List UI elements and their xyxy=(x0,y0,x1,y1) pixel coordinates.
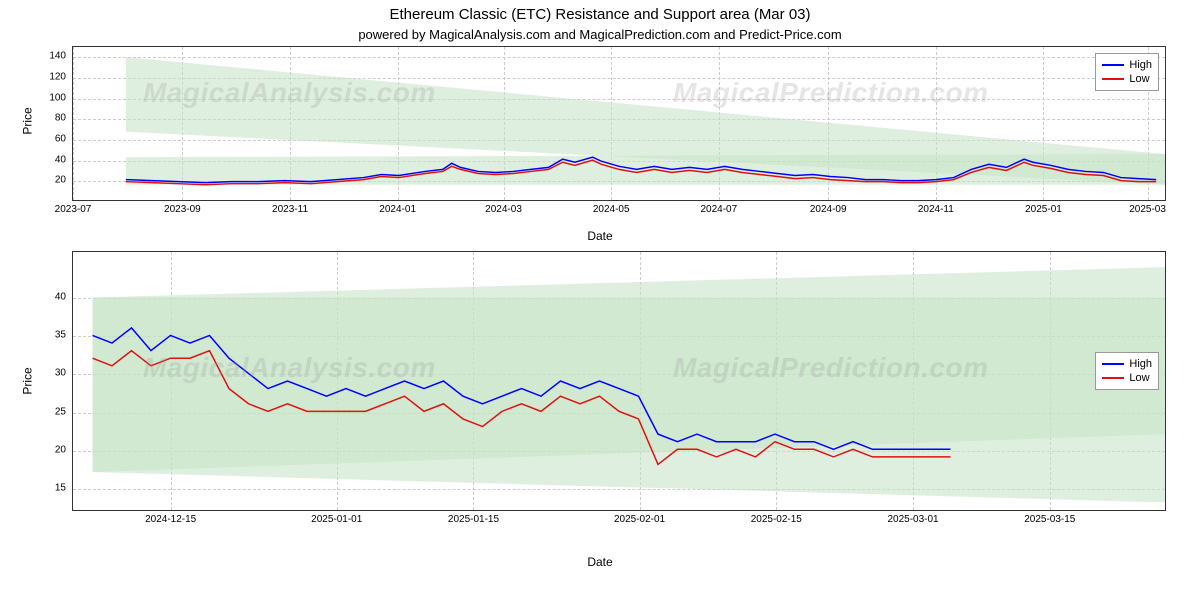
y-tick-label: 20 xyxy=(36,444,66,455)
legend-label: High xyxy=(1129,358,1152,370)
bottom-plot-area: MagicalAnalysis.com MagicalPrediction.co… xyxy=(72,251,1166,511)
y-tick-label: 120 xyxy=(36,72,66,83)
legend-box: High Low xyxy=(1095,352,1159,390)
y-tick-label: 20 xyxy=(36,175,66,186)
x-tick-label: 2024-05 xyxy=(593,204,630,215)
y-tick-label: 40 xyxy=(36,291,66,302)
figure-container: Ethereum Classic (ETC) Resistance and Su… xyxy=(0,0,1200,600)
legend-box: High Low xyxy=(1095,53,1159,91)
top-chart: Price MagicalAnalysis.com MagicalPredict… xyxy=(0,46,1200,251)
top-price-lines xyxy=(73,47,1165,200)
watermark-text: MagicalAnalysis.com xyxy=(143,352,436,384)
legend-swatch-high xyxy=(1102,64,1124,66)
y-tick-label: 35 xyxy=(36,330,66,341)
watermark-text: MagicalAnalysis.com xyxy=(143,77,436,109)
bottom-chart: Price MagicalAnalysis.com MagicalPredict… xyxy=(0,251,1200,571)
x-tick-label: 2025-03-15 xyxy=(1024,514,1075,525)
y-tick-label: 80 xyxy=(36,113,66,124)
y-tick-label: 15 xyxy=(36,483,66,494)
chart-subtitle: powered by MagicalAnalysis.com and Magic… xyxy=(0,23,1200,46)
x-tick-label: 2025-01-01 xyxy=(311,514,362,525)
x-axis-label: Date xyxy=(587,555,612,569)
y-tick-label: 60 xyxy=(36,134,66,145)
legend-label: Low xyxy=(1129,73,1149,85)
legend-swatch-low xyxy=(1102,377,1124,379)
x-tick-label: 2025-01 xyxy=(1025,204,1062,215)
watermark-text: MagicalPrediction.com xyxy=(673,352,988,384)
top-plot-area: MagicalAnalysis.com MagicalPrediction.co… xyxy=(72,46,1166,201)
x-tick-label: 2023-11 xyxy=(272,204,308,215)
x-tick-label: 2025-03 xyxy=(1129,204,1166,215)
y-tick-label: 100 xyxy=(36,92,66,103)
legend-item-low: Low xyxy=(1102,371,1152,385)
watermark-text: MagicalPrediction.com xyxy=(673,77,988,109)
legend-item-high: High xyxy=(1102,357,1152,371)
x-tick-label: 2023-07 xyxy=(55,204,92,215)
chart-title: Ethereum Classic (ETC) Resistance and Su… xyxy=(0,0,1200,23)
legend-item-low: Low xyxy=(1102,72,1152,86)
x-tick-label: 2024-12-15 xyxy=(145,514,196,525)
x-tick-label: 2025-02-01 xyxy=(614,514,665,525)
y-tick-label: 140 xyxy=(36,51,66,62)
x-axis-label: Date xyxy=(587,229,612,243)
x-tick-label: 2025-03-01 xyxy=(887,514,938,525)
legend-label: High xyxy=(1129,59,1152,71)
x-tick-label: 2024-01 xyxy=(379,204,416,215)
legend-swatch-high xyxy=(1102,363,1124,365)
x-tick-label: 2025-02-15 xyxy=(751,514,802,525)
legend-item-high: High xyxy=(1102,58,1152,72)
x-tick-label: 2024-03 xyxy=(485,204,522,215)
y-tick-label: 30 xyxy=(36,368,66,379)
y-tick-label: 25 xyxy=(36,406,66,417)
x-tick-label: 2025-01-15 xyxy=(448,514,499,525)
x-tick-label: 2024-11 xyxy=(918,204,954,215)
y-axis-label: Price xyxy=(21,367,35,394)
y-axis-label: Price xyxy=(21,107,35,134)
legend-label: Low xyxy=(1129,372,1149,384)
y-tick-label: 40 xyxy=(36,154,66,165)
x-tick-label: 2024-07 xyxy=(700,204,737,215)
x-tick-label: 2024-09 xyxy=(810,204,847,215)
x-tick-label: 2023-09 xyxy=(164,204,201,215)
legend-swatch-low xyxy=(1102,78,1124,80)
